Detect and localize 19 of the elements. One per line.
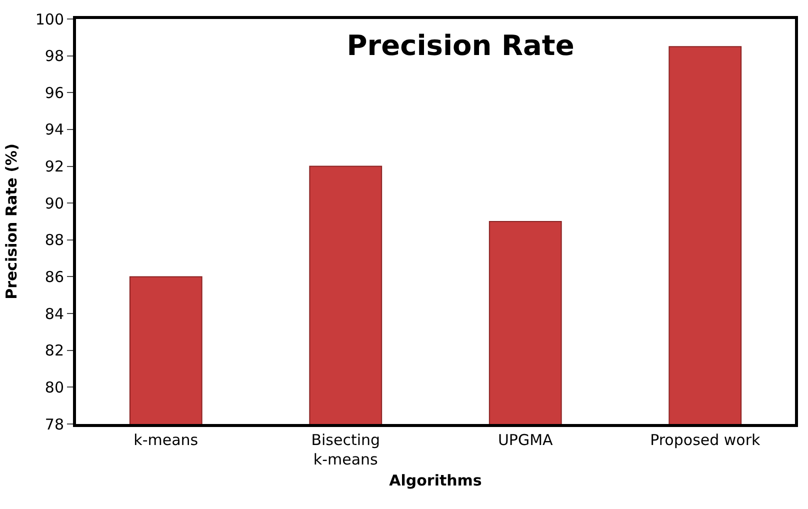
y-tick-label: 100 xyxy=(35,10,64,28)
y-tick-label: 94 xyxy=(44,120,64,139)
y-tick-label: 90 xyxy=(44,194,64,212)
y-tick-label: 92 xyxy=(44,158,64,176)
x-axis-title: Algorithms xyxy=(389,472,482,490)
y-tick-label: 88 xyxy=(44,231,64,250)
x-tick-label: k-means xyxy=(134,431,198,449)
y-tick-label: 98 xyxy=(44,47,64,66)
y-tick-label: 96 xyxy=(44,84,64,102)
y-tick-label: 78 xyxy=(44,415,64,434)
chart-title: Precision Rate xyxy=(346,29,574,62)
y-tick-label: 82 xyxy=(44,342,64,360)
y-tick-label: 80 xyxy=(44,378,64,396)
y-tick-label: 86 xyxy=(44,268,64,286)
x-tick-label: Bisecting k-means xyxy=(311,431,380,468)
x-tick-label: Proposed work xyxy=(650,431,760,449)
x-tick-label: UPGMA xyxy=(498,431,554,449)
y-tick-label: 84 xyxy=(44,304,64,323)
y-axis-title: Precision Rate (%) xyxy=(2,144,21,300)
